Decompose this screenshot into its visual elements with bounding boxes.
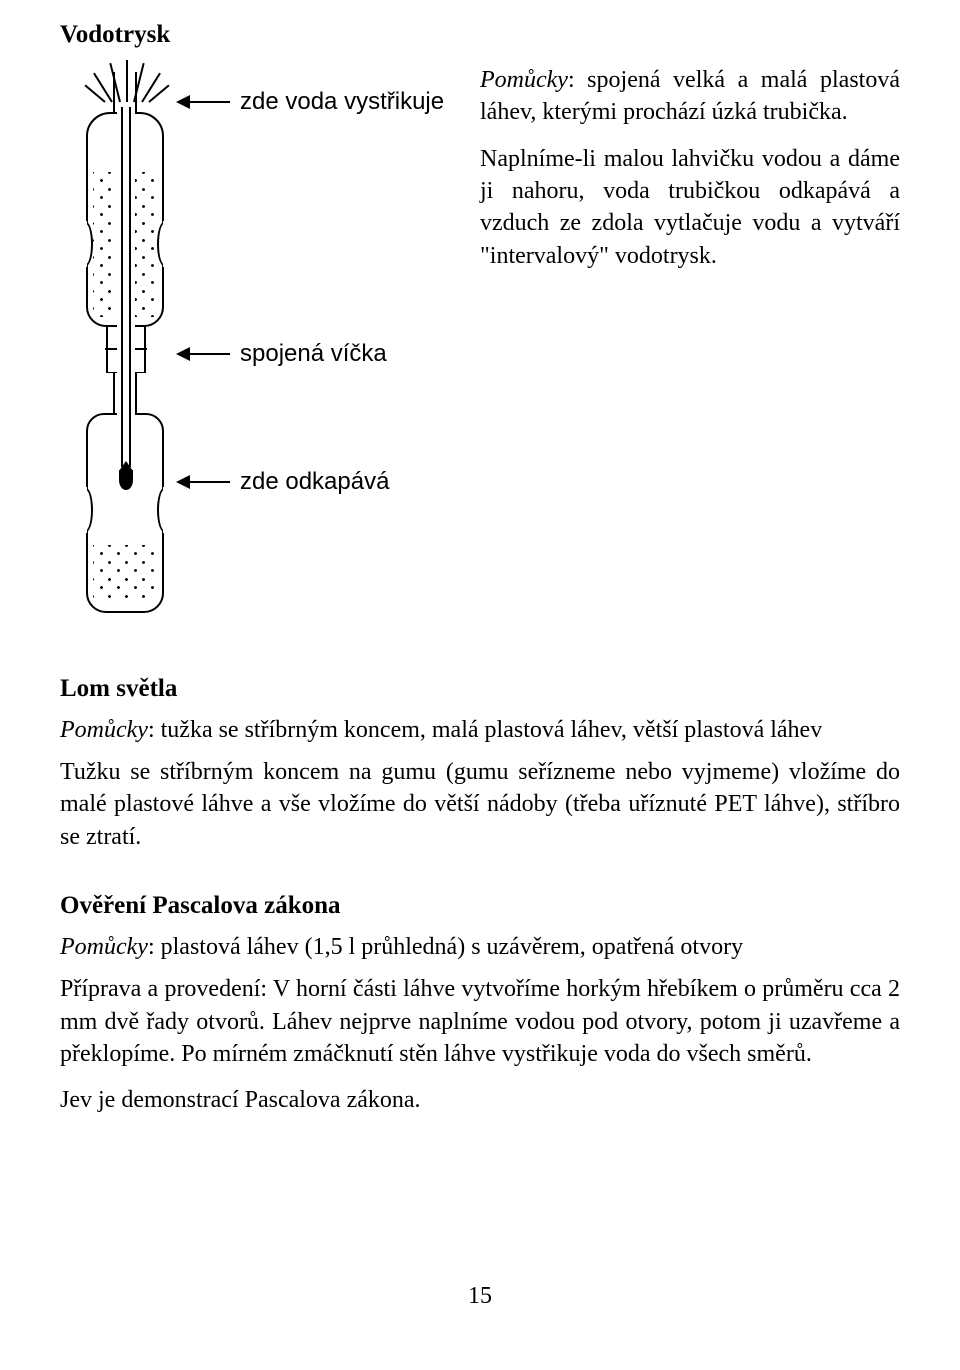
section2-pomucky-label: Pomůcky: [60, 717, 148, 743]
intro-pomucky: Pomůcky: spojená velká a malá plastová l…: [480, 64, 900, 129]
intro-body: Naplníme-li malou lahvičku vodou a dáme …: [480, 143, 900, 273]
top-section: zde voda vystřikuje spojená víčka zde od…: [60, 62, 900, 622]
fountain-spray: [100, 58, 152, 102]
section2-title: Lom světla: [60, 672, 900, 706]
label-caps: spojená víčka: [178, 338, 387, 370]
section3-body1: Příprava a provedení: V horní části láhv…: [60, 973, 900, 1070]
page-title: Vodotrysk: [60, 18, 900, 52]
section3-pomucky-text: : plastová láhev (1,5 l průhledná) s uzá…: [148, 934, 743, 960]
section2-pomucky: Pomůcky: tužka se stříbrným koncem, malá…: [60, 714, 900, 746]
inner-tube: [121, 107, 131, 467]
water-drop-icon: [119, 470, 133, 490]
label-caps-text: spojená víčka: [240, 338, 387, 370]
diagram-column: zde voda vystřikuje spojená víčka zde od…: [60, 62, 460, 622]
label-spray: zde voda vystřikuje: [178, 86, 444, 118]
section2-pomucky-text: : tužka se stříbrným koncem, malá plasto…: [148, 717, 822, 743]
label-drip-text: zde odkapává: [240, 466, 389, 498]
page-number: 15: [60, 1280, 900, 1312]
pomucky-label: Pomůcky: [480, 67, 568, 93]
section3-pomucky: Pomůcky: plastová láhev (1,5 l průhledná…: [60, 931, 900, 963]
section3-body2: Jev je demonstrací Pascalova zákona.: [60, 1084, 900, 1116]
bottle-diagram: zde voda vystřikuje spojená víčka zde od…: [60, 62, 460, 622]
label-drip: zde odkapává: [178, 466, 389, 498]
intro-text-column: Pomůcky: spojená velká a malá plastová l…: [480, 62, 900, 622]
label-spray-text: zde voda vystřikuje: [240, 86, 444, 118]
section3-title: Ověření Pascalova zákona: [60, 889, 900, 923]
section3-pomucky-label: Pomůcky: [60, 934, 148, 960]
section2-body: Tužku se stříbrným koncem na gumu (gumu …: [60, 756, 900, 853]
